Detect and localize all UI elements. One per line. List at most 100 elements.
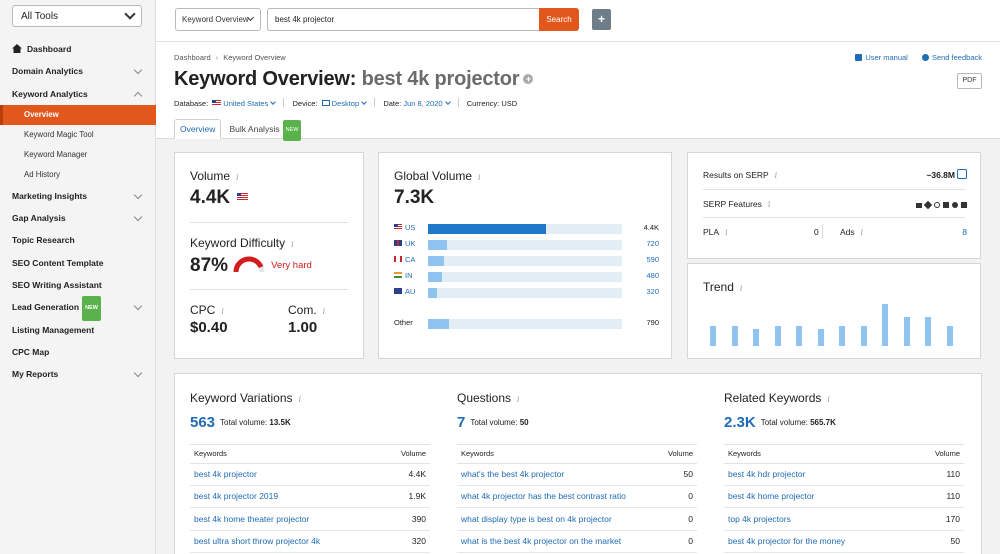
col-volume-header: Volume — [400, 449, 426, 458]
section-count[interactable]: 2.3K — [724, 414, 756, 431]
report-meta: Database: United States Device: Desktop … — [174, 98, 517, 108]
trend-title-label: Trend — [703, 280, 734, 294]
us-flag-icon — [212, 100, 222, 106]
info-icon[interactable]: i — [517, 395, 520, 404]
document-icon — [943, 202, 949, 208]
info-icon[interactable]: i — [236, 173, 239, 182]
sidebar-item-gap-analysis[interactable]: Gap Analysis — [0, 207, 156, 229]
info-icon[interactable]: i — [739, 284, 743, 293]
volume-value-row: 4.4K — [190, 187, 250, 209]
volume-bar — [428, 224, 547, 234]
sidebar-item-lead-generation[interactable]: Lead Generation NEW — [0, 296, 156, 321]
info-icon[interactable]: i — [478, 173, 481, 182]
volume-card: Volume i 4.4K Keyword Difficulty i 87% Ver… — [174, 152, 364, 359]
sidebar-item-topic-research[interactable]: Topic Research — [0, 229, 156, 251]
keyword-volume: 50 — [683, 469, 693, 479]
keyword-link[interactable]: best 4k hdr projector — [728, 469, 806, 479]
info-icon[interactable]: i — [298, 395, 302, 404]
breadcrumb-dashboard[interactable]: Dashboard — [174, 53, 211, 62]
flag-icon — [394, 240, 402, 246]
total-volume-label: Total volume: — [220, 418, 268, 427]
info-icon[interactable]: i — [725, 228, 728, 237]
chevron-down-icon — [133, 369, 143, 378]
chevron-down-icon — [361, 99, 367, 105]
date-select[interactable]: Jun 8, 2020 — [403, 99, 451, 108]
info-icon[interactable]: i — [291, 240, 294, 249]
keyword-link[interactable]: best 4k home theater projector — [194, 513, 310, 524]
tab-bulk-analysis[interactable]: Bulk Analysis NEW — [225, 120, 307, 141]
divider — [190, 289, 348, 290]
sidebar-item-seo-writing-assistant[interactable]: SEO Writing Assistant — [0, 274, 156, 296]
ads-value[interactable]: 8 — [962, 227, 967, 237]
keyword-search-input[interactable]: best 4k projector — [267, 8, 540, 31]
sidebar-nav: Dashboard Domain Analytics Keyword Analy… — [0, 38, 156, 386]
flag-icon — [394, 272, 402, 278]
sidebar-item-label: SEO Writing Assistant — [12, 280, 102, 291]
search-button[interactable]: Search — [539, 8, 579, 31]
sidebar-item-cpc-map[interactable]: CPC Map — [0, 341, 156, 363]
sidebar-item-dashboard[interactable]: Dashboard — [0, 38, 156, 60]
add-to-list-icon[interactable]: + — [523, 74, 534, 84]
sidebar-subitem-overview[interactable]: Overview — [0, 104, 156, 125]
section-count[interactable]: 7 — [457, 414, 466, 431]
kd-label: Very hard — [271, 260, 312, 271]
keyword-link[interactable]: best 4k home projector — [728, 491, 815, 502]
keyword-link[interactable]: best 4k projector 2019 — [194, 491, 279, 502]
table-header: Keywords Volume — [190, 444, 430, 464]
device-value: Desktop — [331, 99, 360, 108]
keyword-link[interactable]: what display type is best on 4k projecto… — [461, 513, 612, 524]
trend-bar — [817, 329, 824, 346]
add-button[interactable]: + — [592, 9, 611, 30]
serp-snapshot-icon[interactable] — [957, 169, 967, 179]
info-icon[interactable]: i — [322, 307, 326, 316]
sidebar-item-seo-content-template[interactable]: SEO Content Template — [0, 252, 156, 274]
report-type-select[interactable]: Keyword Overview — [175, 8, 261, 31]
info-icon[interactable]: i — [221, 307, 224, 316]
trend-bar — [903, 317, 910, 346]
device-select[interactable]: Desktop — [332, 99, 367, 108]
header-links: User manual Send feedback — [843, 53, 982, 62]
keyword-link[interactable]: top 4k projectors — [728, 513, 791, 524]
country-label: UK — [405, 239, 416, 248]
country-code: UK — [394, 239, 415, 248]
all-tools-label: All Tools — [21, 11, 59, 22]
table-row: top 4k projectors 170 — [724, 509, 964, 531]
keyword-link[interactable]: what is the best 4k projector on the mar… — [461, 535, 622, 546]
keyword-link[interactable]: what 4k projector has the best contrast … — [461, 491, 626, 502]
country-volume[interactable]: 480 — [646, 271, 659, 280]
sidebar-subitem-ad-history[interactable]: Ad History — [24, 169, 60, 179]
sidebar-item-domain-analytics[interactable]: Domain Analytics — [0, 60, 156, 82]
info-icon[interactable]: i — [767, 200, 771, 209]
country-volume[interactable]: 320 — [646, 287, 659, 296]
country-label: AU — [405, 287, 416, 296]
sidebar-item-marketing-insights[interactable]: Marketing Insights — [0, 185, 156, 207]
keyword-link[interactable]: best 4k projector — [194, 469, 257, 479]
table-row: best ultra short throw projector 4k 320 — [190, 531, 430, 553]
info-icon[interactable]: i — [860, 228, 864, 237]
country-volume[interactable]: 590 — [646, 255, 659, 264]
sidebar-item-listing-management[interactable]: Listing Management — [0, 319, 156, 341]
keyword-link[interactable]: best ultra short throw projector 4k — [194, 535, 321, 546]
keyword-link[interactable]: best 4k projector for the money — [728, 535, 846, 546]
sidebar-subitem-keyword-manager[interactable]: Keyword Manager — [24, 149, 88, 159]
sidebar-item-keyword-analytics[interactable]: Keyword Analytics — [0, 83, 156, 105]
pdf-export-button[interactable]: PDF — [957, 73, 982, 89]
section-count[interactable]: 563 — [190, 414, 216, 431]
country-volume[interactable]: 720 — [646, 239, 659, 248]
total-volume: Total volume: 50 — [470, 418, 528, 427]
user-manual-link[interactable]: User manual — [855, 53, 908, 62]
section-summary: 2.3K Total volume: 565.7K — [724, 414, 836, 431]
info-icon[interactable]: i — [774, 171, 778, 180]
send-feedback-link[interactable]: Send feedback — [921, 53, 982, 62]
keyword-link[interactable]: what's the best 4k projector — [461, 469, 565, 479]
info-icon[interactable]: i — [827, 395, 830, 404]
all-tools-select[interactable]: All Tools — [12, 5, 142, 27]
database-select[interactable]: United States — [223, 99, 277, 108]
country-row-uk: UK 720 — [394, 239, 659, 250]
keyword-lists-card: Keyword Variations i 563 Total volume: 13.5… — [174, 373, 982, 554]
table-row: best 4k home projector 110 — [724, 486, 964, 509]
sidebar-item-my-reports[interactable]: My Reports — [0, 363, 156, 385]
sidebar-subitem-keyword-magic-tool[interactable]: Keyword Magic Tool — [24, 129, 94, 139]
tab-overview[interactable]: Overview — [174, 119, 222, 139]
flag-icon — [394, 256, 402, 262]
